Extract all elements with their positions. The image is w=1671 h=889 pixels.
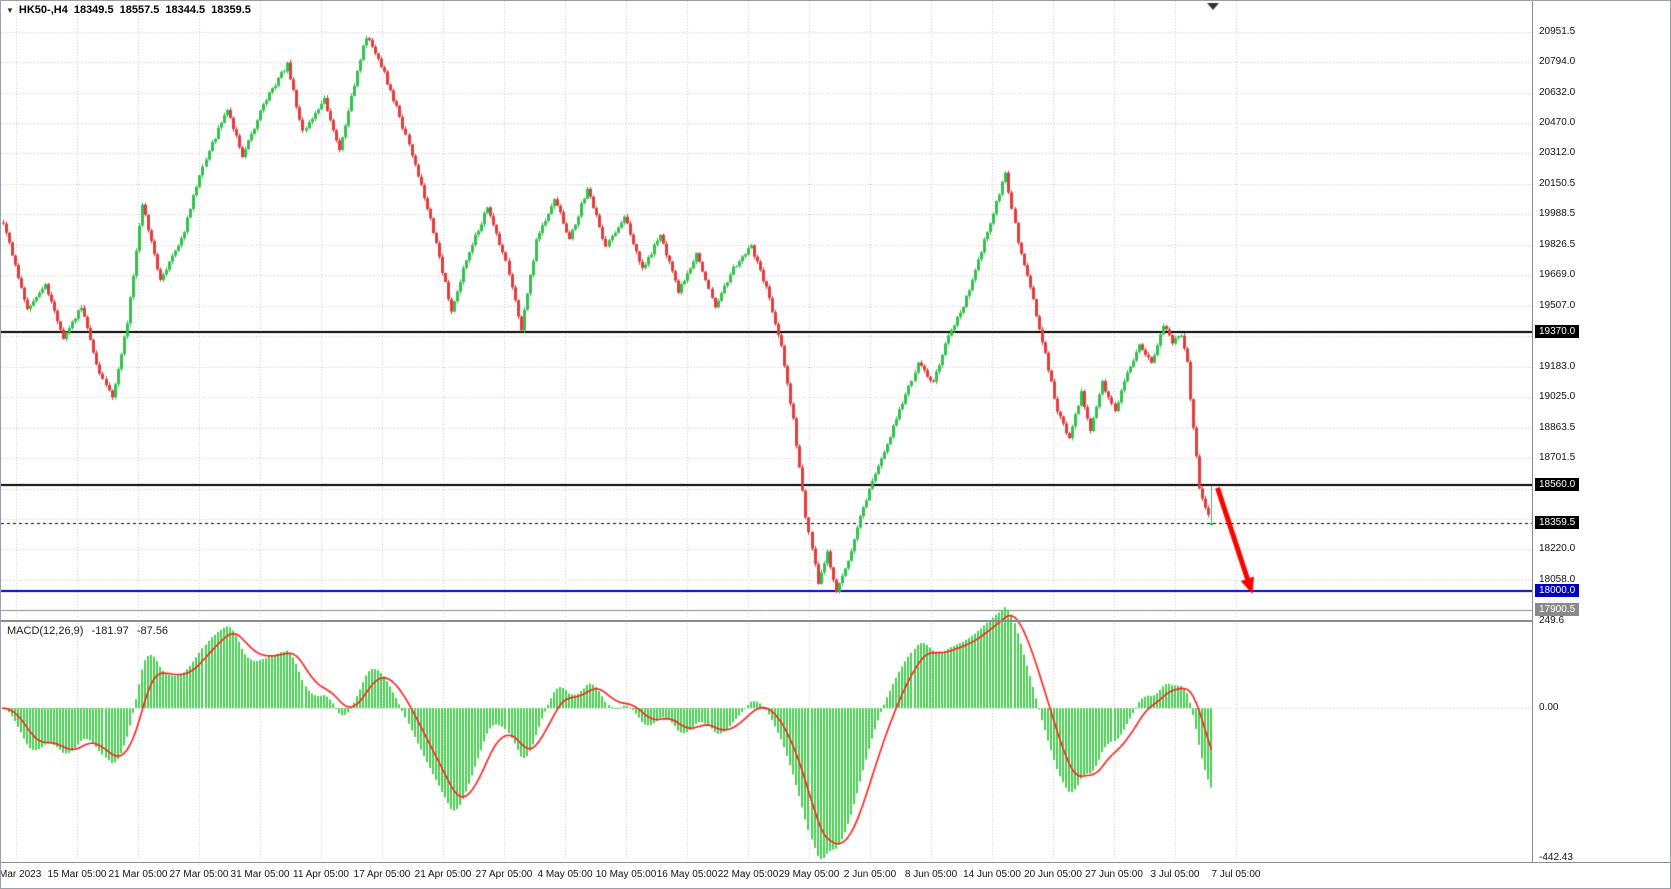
price-badge-19370.0: 19370.0 [1535, 324, 1580, 338]
macd-tick-label: -442.43 [1539, 852, 1573, 863]
symbol-timeframe: HK50-,H4 [18, 4, 68, 16]
price-tick-label: 19988.5 [1539, 208, 1576, 220]
price-tick-label: 20951.5 [1539, 26, 1576, 37]
time-tick-label: 11 Apr 05:00 [293, 869, 349, 880]
price-tick-label: 19507.0 [1539, 299, 1576, 311]
chart-canvas[interactable] [1, 1, 1532, 861]
time-tick-label: 22 May 05:00 [717, 869, 779, 880]
time-tick-label: 29 May 05:00 [778, 869, 840, 880]
price-tick-label: 20150.5 [1539, 177, 1576, 189]
time-tick-label: 2 Jun 05:00 [843, 869, 897, 880]
price-axis[interactable]: 20951.5 20794.0 20632.0 20470.0 20312.0 20150… [1532, 1, 1670, 863]
price-tick-label: 19025.0 [1539, 390, 1576, 402]
price-tick-label: 20312.0 [1539, 147, 1576, 159]
price-badge-18359.5: 18359.5 [1535, 516, 1580, 529]
price-tick-label: 18863.5 [1539, 421, 1576, 433]
ohlc-open: 18349.5 [73, 4, 114, 16]
macd-tick-label: 0.00 [1539, 702, 1559, 714]
price-tick-label: 20632.0 [1539, 86, 1576, 98]
time-tick-label: 4 May 05:00 [537, 869, 593, 880]
time-tick-label: 8 Jun 05:00 [904, 869, 958, 880]
ohlc-high: 18557.5 [119, 4, 160, 16]
time-tick-label: 27 Apr 05:00 [475, 869, 533, 880]
time-tick-label: 10 May 05:00 [595, 869, 657, 880]
time-tick-label: 16 May 05:00 [656, 869, 718, 880]
time-tick-label: 27 Mar 05:00 [169, 869, 229, 880]
price-badge-17900.5: 17900.5 [1535, 602, 1580, 616]
pane-separator[interactable] [1, 620, 1670, 622]
ohlc-low: 18344.5 [165, 4, 206, 16]
price-tick-label: 18220.0 [1539, 543, 1576, 555]
chart-header: ▼ HK50-,H4 18349.5 18557.5 18344.5 18359… [6, 4, 257, 16]
time-tick-label: 21 Mar 05:00 [108, 869, 168, 880]
time-tick-label: 31 Mar 05:00 [230, 869, 290, 880]
price-badge-18560.0: 18560.0 [1535, 478, 1580, 492]
price-tick-label: 20794.0 [1539, 55, 1576, 67]
symbol-dropdown-icon[interactable]: ▼ [6, 5, 14, 15]
time-tick-label: 21 Apr 05:00 [414, 869, 472, 880]
ohlc-close: 18359.5 [211, 4, 251, 16]
time-tick-label: 20 Jun 05:00 [1024, 869, 1082, 880]
time-tick-label: 3 Jul 05:00 [1150, 869, 1200, 880]
indicator-label: MACD(12,26,9) -181.97 -87.56 [7, 625, 173, 637]
price-tick-label: 18058.0 [1539, 574, 1576, 586]
price-tick-label: 20470.0 [1539, 117, 1576, 129]
indicator-name: MACD(12,26,9) [7, 625, 84, 637]
time-tick-label: 27 Jun 05:00 [1085, 869, 1143, 880]
time-tick-label: 15 Mar 05:00 [47, 869, 107, 880]
price-tick-label: 18701.5 [1539, 452, 1576, 464]
price-tick-label: 19826.5 [1539, 239, 1576, 251]
time-tick-label: 9 Mar 2023 [0, 869, 42, 880]
price-tick-label: 19183.0 [1539, 361, 1576, 372]
price-tick-label: 19669.0 [1539, 268, 1576, 280]
time-tick-label: 7 Jul 05:00 [1211, 869, 1261, 880]
indicator-main-value: -181.97 [91, 625, 129, 637]
time-tick-label: 14 Jun 05:00 [963, 869, 1021, 880]
time-tick-label: 17 Apr 05:00 [353, 869, 411, 880]
price-badge-18000.0: 18000.0 [1535, 584, 1580, 598]
indicator-signal-value: -87.56 [136, 625, 169, 637]
macd-tick-label: 249.6 [1539, 615, 1565, 626]
